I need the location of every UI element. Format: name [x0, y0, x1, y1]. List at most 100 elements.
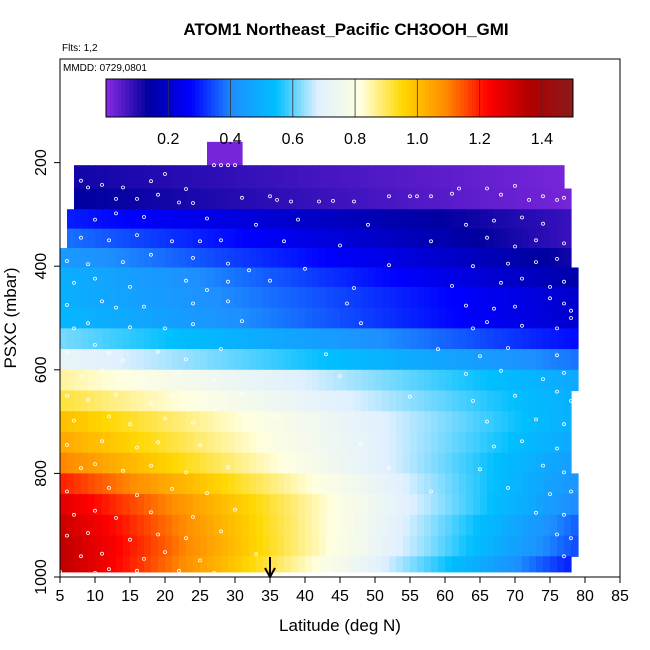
heatmap-cell [501, 349, 509, 371]
data-point [100, 368, 104, 373]
heatmap-cell [123, 369, 131, 392]
heatmap-cell [179, 267, 187, 288]
heatmap-cell [137, 535, 145, 557]
heatmap-cell [179, 248, 187, 269]
heatmap-cell [522, 286, 530, 309]
heatmap-cell [249, 328, 257, 350]
heatmap-cell [396, 228, 404, 249]
heatmap-cell [284, 411, 292, 433]
data-point [345, 301, 349, 306]
heatmap-cell [389, 452, 397, 474]
heatmap-cell [452, 452, 460, 474]
heatmap-cell [480, 307, 488, 329]
heatmap-cell [445, 349, 453, 371]
heatmap-cell [151, 267, 159, 288]
heatmap-cell [312, 209, 320, 230]
heatmap-cell [186, 228, 194, 249]
heatmap-cell [564, 248, 572, 269]
heatmap-cell [277, 452, 285, 474]
heatmap-cell [256, 556, 264, 573]
heatmap-cell [571, 369, 579, 392]
heatmap-cell [158, 431, 166, 454]
heatmap-cell [200, 228, 208, 249]
data-point [562, 279, 566, 284]
heatmap-cell [480, 535, 488, 557]
colorbar-segment [343, 79, 348, 117]
heatmap-cell [487, 535, 495, 557]
heatmap-cell [522, 209, 530, 230]
heatmap-cell [249, 535, 257, 557]
heatmap-cell [165, 494, 173, 516]
heatmap-cell [305, 228, 313, 249]
heatmap-cell [361, 248, 369, 269]
heatmap-cell [67, 494, 75, 516]
y-tick-label: 1000 [33, 559, 50, 595]
heatmap-cell [291, 286, 299, 309]
heatmap-cell [564, 535, 572, 557]
heatmap-cell [137, 494, 145, 516]
heatmap-cell [375, 328, 383, 350]
heatmap-cell [340, 328, 348, 350]
heatmap-cell [312, 390, 320, 412]
heatmap-cell [550, 267, 558, 288]
heatmap-cell [515, 328, 523, 350]
heatmap-cell [529, 328, 537, 350]
heatmap-cell [214, 452, 222, 474]
heatmap-cell [95, 248, 103, 269]
heatmap-cell [480, 494, 488, 516]
heatmap-cell [277, 209, 285, 230]
heatmap-cell [193, 188, 201, 210]
colorbar-segment [358, 79, 364, 117]
heatmap-cell [123, 494, 131, 516]
heatmap-cell [172, 209, 180, 230]
heatmap-cell [410, 473, 418, 495]
data-point [499, 280, 503, 285]
heatmap-cell [473, 431, 481, 454]
data-point [513, 183, 517, 188]
heatmap-cell [102, 165, 110, 190]
data-point [562, 195, 566, 200]
heatmap-cell [375, 209, 383, 230]
heatmap-cell [249, 514, 257, 537]
colorbar-segment [312, 79, 317, 117]
heatmap-cell [60, 248, 68, 269]
heatmap-cell [571, 349, 579, 371]
colorbar-segment [444, 79, 449, 117]
heatmap-cell [263, 535, 271, 557]
heatmap-cell [473, 188, 481, 210]
heatmap-cell [382, 286, 390, 309]
heatmap-cell [340, 390, 348, 412]
heatmap-cell [214, 188, 222, 210]
heatmap-cell [81, 494, 89, 516]
heatmap-cell [172, 267, 180, 288]
heatmap-cell [263, 307, 271, 329]
heatmap-cell [459, 165, 467, 190]
colorbar-segment [499, 79, 504, 117]
data-point [513, 304, 517, 309]
colorbar-tick-label: 1.4 [531, 131, 553, 148]
heatmap-cell [466, 188, 474, 210]
heatmap-cell [116, 535, 124, 557]
heatmap-cell [529, 349, 537, 371]
data-point [548, 492, 552, 497]
heatmap-cell [249, 286, 257, 309]
heatmap-cell [242, 349, 250, 371]
heatmap-cell [186, 307, 194, 329]
colorbar-segment [409, 79, 414, 117]
heatmap-cell [228, 188, 236, 210]
heatmap-cell [557, 286, 565, 309]
heatmap-cell [438, 494, 446, 516]
heatmap-cell [368, 165, 376, 190]
colorbar-tick-label: 0.8 [344, 131, 366, 148]
heatmap-cell [81, 411, 89, 433]
data-point [107, 414, 111, 419]
heatmap-cell [508, 556, 516, 573]
heatmap-cell [74, 209, 82, 230]
heatmap-cell [333, 535, 341, 557]
heatmap-cell [438, 431, 446, 454]
heatmap-cell [123, 286, 131, 309]
colorbar-segment [207, 79, 212, 117]
heatmap-cell [67, 209, 75, 230]
colorbar-segment [129, 79, 134, 117]
data-point [471, 326, 475, 331]
